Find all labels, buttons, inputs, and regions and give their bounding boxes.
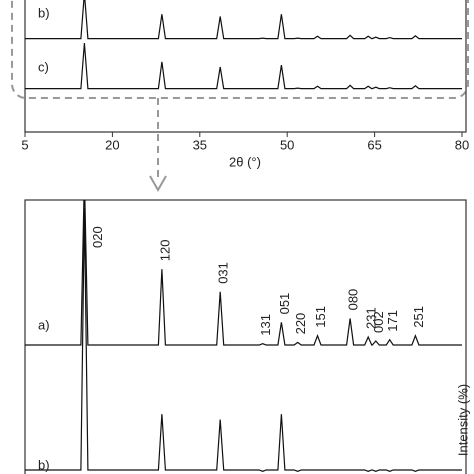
peak-label: 231 <box>364 307 379 329</box>
peak-label: 131 <box>258 314 273 336</box>
x-tick-label: 35 <box>193 137 207 152</box>
peak-label: 002 <box>371 311 386 333</box>
peak-label: 220 <box>293 313 308 335</box>
x-axis-label: 2θ (°) <box>229 154 261 169</box>
xrd-trace <box>25 0 462 40</box>
peak-label: 171 <box>385 310 400 332</box>
top-panel-frame <box>24 0 467 133</box>
xrd-trace <box>25 200 462 346</box>
y-axis-label: Intensity (%) <box>455 384 470 456</box>
plot-area <box>25 0 462 90</box>
x-tick-label: 20 <box>105 137 119 152</box>
x-tick-label: 50 <box>280 137 294 152</box>
legend-label: c) <box>38 59 49 74</box>
peak-label: 080 <box>346 289 361 311</box>
plot-area <box>25 200 462 472</box>
x-tick-label: 80 <box>455 137 469 152</box>
xrd-trace <box>25 42 462 90</box>
xrd-trace <box>25 207 462 472</box>
legend-label: b) <box>38 457 50 472</box>
x-tick-label: 65 <box>367 137 381 152</box>
peak-label: 051 <box>277 293 292 315</box>
legend-label: a) <box>38 317 50 332</box>
zoom-region <box>11 0 469 99</box>
legend-label: b) <box>38 5 50 20</box>
bottom-panel-frame <box>24 199 467 474</box>
x-tick-label: 5 <box>21 137 28 152</box>
peak-label: 031 <box>216 262 231 284</box>
peak-label: 020 <box>90 226 105 248</box>
peak-label: 120 <box>157 239 172 261</box>
peak-label: 151 <box>313 306 328 328</box>
arrow-head <box>149 175 167 193</box>
peak-label: 251 <box>411 306 426 328</box>
